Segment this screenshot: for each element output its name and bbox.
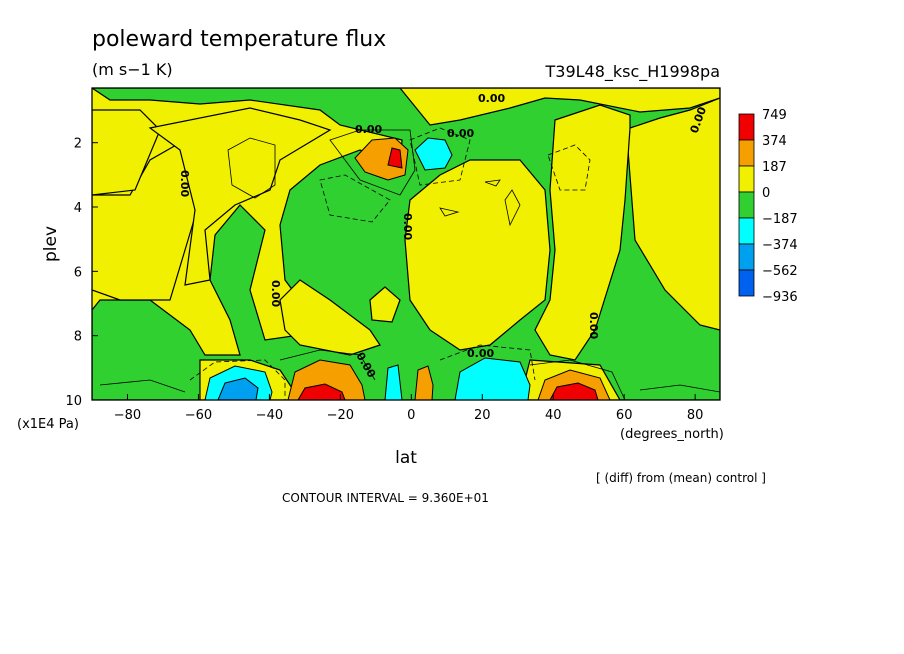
field-region-positive [279, 279, 381, 356]
field-region-orange [414, 365, 434, 400]
contour-lines [99, 127, 720, 400]
colorbar-swatch [738, 165, 755, 193]
colorbar-swatch [738, 269, 755, 297]
plot-frame [91, 87, 721, 401]
colorbar-swatch [738, 113, 755, 141]
colorbar: 749 374 187 0 −187 −374 −562 −936 [738, 108, 798, 305]
y-tick-label: 6 [74, 265, 82, 280]
colorbar-label: 374 [762, 134, 787, 149]
field-region-positive [404, 159, 551, 351]
chart-title: poleward temperature flux [92, 27, 386, 52]
colorbar-label: −187 [762, 212, 798, 227]
y-tick-label: 4 [74, 201, 82, 216]
field-region-positive [534, 104, 631, 361]
x-axis: −80 −60 −40 −20 0 20 40 60 80 [114, 394, 704, 423]
field-region-positive [369, 286, 401, 323]
contour-label: 0.00 [269, 280, 282, 307]
x-tick-label: −40 [256, 408, 283, 423]
colorbar-label: 0 [762, 186, 770, 201]
x-tick-label: 20 [474, 408, 491, 423]
contour-label: 0.00 [178, 170, 191, 197]
colorbar-label: −562 [762, 264, 798, 279]
field-region-cyan [454, 357, 531, 400]
x-tick-label: −80 [114, 408, 141, 423]
colorbar-label: 187 [762, 160, 787, 175]
field-region-blue [217, 377, 259, 400]
y-tick-label: 8 [74, 330, 82, 345]
field-region-red [549, 382, 599, 400]
plot-area [92, 88, 720, 400]
colorbar-swatch [738, 191, 755, 219]
x-tick-label: 0 [407, 408, 415, 423]
x-tick-label: 40 [545, 408, 562, 423]
y-axis-units: (x1E4 Pa) [17, 417, 79, 432]
x-tick-label: 60 [616, 408, 633, 423]
field-region-positive [148, 107, 332, 286]
y-tick-label: 10 [65, 394, 82, 409]
x-tick-label: −20 [327, 408, 354, 423]
y-tick-label: 2 [74, 137, 82, 152]
field-region-red [387, 147, 403, 169]
contour-label: 0.00 [587, 312, 600, 339]
x-tick-label: −60 [185, 408, 212, 423]
contour-label: 0.00 [447, 127, 474, 140]
x-tick-label: 80 [687, 408, 704, 423]
x-axis-units: (degrees_north) [620, 427, 724, 442]
colorbar-label: 749 [762, 108, 787, 123]
contour-label: 0.00 [401, 213, 414, 240]
y-axis-label: plev [41, 226, 61, 262]
colorbar-swatch [738, 243, 755, 271]
field-region-red [297, 383, 346, 400]
field-region-positive [92, 109, 161, 196]
y-axis: 2 4 6 8 10 [65, 137, 98, 409]
run-id: T39L48_ksc_H1998pa [544, 62, 720, 82]
colorbar-label: −374 [762, 238, 798, 253]
contour-interval: CONTOUR INTERVAL = 9.360E+01 [282, 491, 489, 505]
colorbar-swatch [738, 217, 755, 245]
field-region-cyan [414, 137, 453, 171]
colorbar-swatch [738, 139, 755, 167]
chart-units: (m s−1 K) [92, 60, 173, 79]
colorbar-label: −936 [762, 290, 798, 305]
field-region-positive [399, 88, 720, 126]
contour-label: 0.00 [478, 92, 505, 105]
contour-label: 0.00 [355, 123, 382, 136]
contour-label: 0.00 [467, 347, 494, 360]
x-axis-label: lat [395, 448, 417, 468]
diff-note: [ (diff) from (mean) control ] [596, 471, 766, 485]
field-region-cyan [384, 364, 403, 400]
